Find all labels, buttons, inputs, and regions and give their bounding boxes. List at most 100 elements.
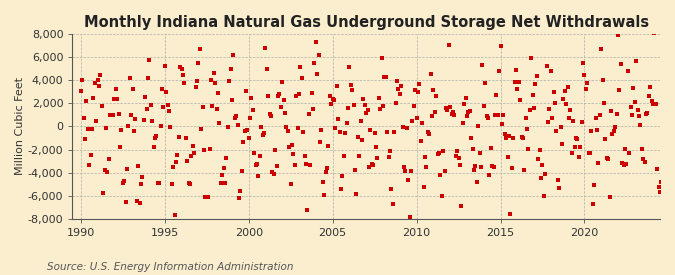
Point (105, 113, 115, 118)
Point (222, 125, 233, 130)
Point (510, 68, 521, 72)
Point (470, 164, 481, 168)
Point (227, 97, 238, 102)
Point (269, 172, 279, 176)
Point (548, 90, 559, 94)
Point (628, 86, 639, 90)
Point (513, 80, 524, 84)
Point (643, 94, 654, 98)
Point (290, 163, 300, 167)
Point (523, 147, 534, 151)
Point (322, 166, 333, 170)
Point (175, 64, 186, 69)
Point (489, 113, 500, 118)
Point (471, 180, 482, 185)
Point (392, 78, 402, 83)
Point (209, 71, 219, 75)
Point (552, 178, 563, 182)
Point (254, 154, 265, 159)
Point (382, 130, 393, 134)
Point (282, 129, 293, 133)
Point (358, 97, 369, 101)
Point (194, 47, 205, 51)
Point (544, 107, 555, 111)
Point (487, 163, 497, 168)
Point (207, 103, 218, 108)
Point (197, 104, 208, 109)
Point (399, 164, 410, 169)
Point (595, 113, 605, 117)
Point (157, 86, 167, 91)
Point (474, 151, 485, 155)
Point (481, 114, 492, 119)
Point (512, 86, 522, 91)
Point (344, 64, 355, 69)
Point (253, 173, 264, 178)
Point (162, 103, 173, 107)
Point (526, 56, 537, 60)
Point (653, 185, 664, 189)
Point (585, 151, 595, 155)
Point (342, 121, 352, 125)
Point (651, 102, 661, 106)
Point (407, 119, 418, 123)
Point (501, 136, 512, 140)
Point (454, 163, 465, 167)
Point (554, 186, 565, 190)
Point (263, 94, 273, 98)
Point (88, 95, 99, 100)
Point (376, 56, 387, 60)
Point (368, 162, 379, 167)
Point (416, 120, 427, 125)
Point (312, 72, 323, 76)
Point (217, 172, 227, 177)
Point (331, 84, 342, 88)
Point (439, 169, 450, 174)
Point (443, 43, 454, 47)
Point (589, 183, 599, 188)
Point (295, 65, 306, 69)
Point (480, 80, 491, 85)
Point (271, 164, 282, 168)
Point (103, 157, 114, 161)
Point (570, 136, 581, 140)
Point (273, 94, 284, 98)
Point (569, 145, 580, 149)
Point (111, 86, 122, 91)
Point (333, 117, 344, 121)
Point (612, 112, 622, 116)
Point (86, 127, 97, 131)
Point (629, 100, 640, 104)
Point (428, 88, 439, 93)
Point (354, 153, 364, 158)
Point (140, 95, 151, 100)
Point (309, 61, 320, 65)
Point (524, 108, 535, 112)
Point (477, 63, 488, 67)
Point (304, 111, 315, 116)
Point (188, 143, 198, 148)
Point (193, 60, 204, 65)
Point (597, 78, 608, 83)
Point (431, 94, 441, 99)
Point (236, 169, 247, 173)
Point (497, 122, 508, 126)
Point (436, 194, 447, 198)
Point (153, 181, 163, 185)
Point (246, 96, 257, 100)
Point (506, 166, 517, 170)
Point (85, 153, 96, 157)
Point (218, 166, 229, 170)
Point (631, 58, 642, 63)
Point (646, 99, 657, 103)
Point (377, 103, 388, 108)
Point (575, 145, 586, 149)
Point (396, 84, 406, 89)
Point (120, 199, 131, 204)
Point (180, 136, 191, 140)
Point (221, 156, 232, 160)
Point (433, 150, 444, 155)
Point (137, 175, 148, 179)
Point (198, 148, 209, 152)
Point (561, 102, 572, 106)
